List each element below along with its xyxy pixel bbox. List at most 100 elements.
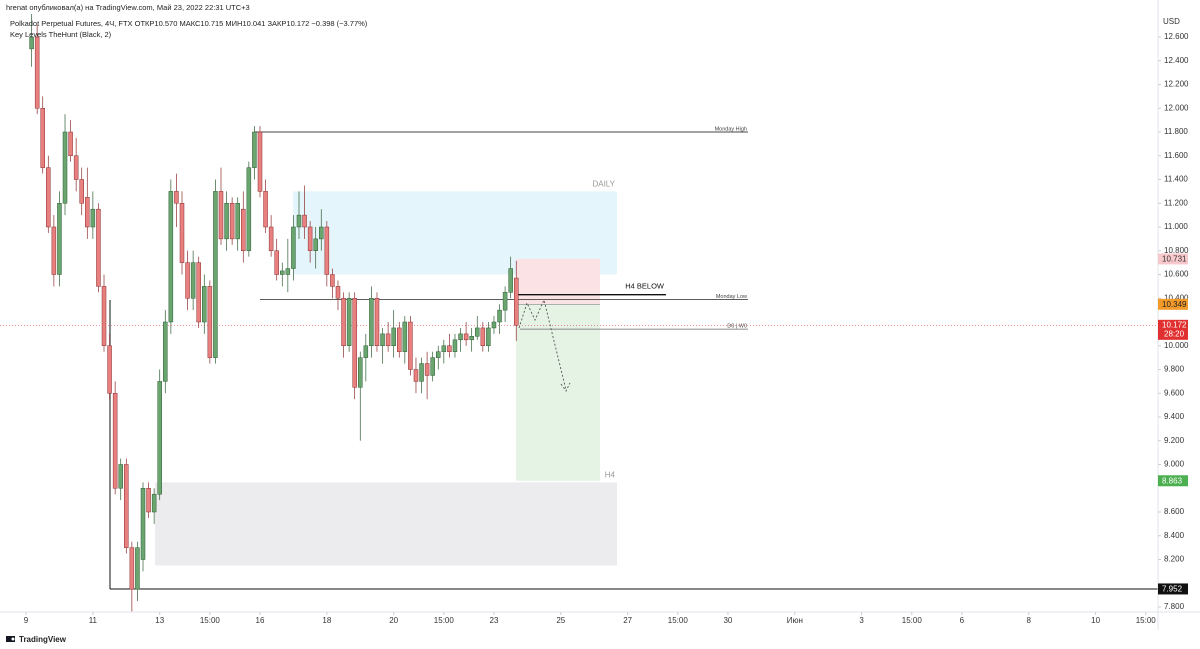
y-tick-label: 12.400 (1164, 56, 1189, 65)
candle-body (319, 226, 324, 240)
x-tick-label: 23 (490, 616, 499, 625)
x-tick-label: 16 (256, 616, 265, 625)
candle-body (257, 131, 263, 192)
level-label: H4 BELOW (625, 282, 665, 291)
candle-body (85, 197, 90, 228)
indicator: Key Levels TheHunt (Black, 2) (10, 30, 112, 39)
candle-body (502, 292, 508, 311)
y-tick-label: 11.000 (1164, 222, 1188, 231)
candle-body (51, 226, 57, 275)
candle-body (107, 345, 112, 394)
candle-body (179, 203, 185, 263)
candle-body (408, 321, 413, 370)
candle-body (124, 464, 129, 548)
projection-head (560, 382, 571, 392)
candle-body (157, 381, 162, 495)
candle-body (296, 214, 302, 228)
target-area (516, 304, 600, 481)
key-level-badge (1158, 583, 1188, 595)
candle-body (391, 327, 396, 346)
y-tick-label: 10.400 (1164, 293, 1189, 302)
x-tick-label: 13 (155, 616, 164, 625)
candle-body (73, 155, 79, 180)
candle-body (497, 309, 502, 323)
candle-body (280, 270, 285, 275)
candle-body (207, 286, 213, 358)
x-tick-label: 25 (556, 616, 565, 625)
projection-arrow (518, 298, 567, 391)
y-tick-label: 11.800 (1164, 127, 1188, 136)
candle-body (168, 191, 174, 323)
zone-label: DAILY (592, 179, 615, 188)
x-tick-label: Июн (787, 616, 803, 625)
candle-body (424, 363, 430, 376)
candle-body (235, 203, 240, 240)
candle-body (246, 167, 252, 251)
y-tick-label: 9.200 (1164, 436, 1185, 445)
x-tick-label: 20 (389, 616, 398, 625)
candle-body (330, 274, 335, 287)
y-tick-label: 10.000 (1164, 341, 1189, 350)
candle-body (40, 108, 45, 168)
candle-body (436, 351, 441, 358)
candle-body (346, 298, 352, 346)
candle-body (385, 333, 391, 346)
candle-body (46, 167, 51, 228)
candle-body (29, 36, 34, 50)
y-tick-label: 12.200 (1164, 80, 1189, 89)
x-tick-label: 10 (1091, 616, 1100, 625)
candle-body (419, 363, 424, 382)
candle-body (302, 214, 307, 228)
y-tick-label: 7.800 (1164, 602, 1185, 611)
brand-logo (6, 636, 15, 642)
candle-body (146, 488, 151, 513)
y-tick-label: 8.600 (1164, 507, 1185, 516)
candle-body (358, 357, 363, 388)
y-tick-label: 9.800 (1164, 365, 1185, 374)
y-tick-label: 9.600 (1164, 388, 1185, 397)
x-tick-label: 15:00 (1136, 616, 1157, 625)
stop-badge (1158, 253, 1188, 265)
candle-body (413, 369, 419, 382)
candle-body (213, 191, 218, 358)
y-tick-label: 9.000 (1164, 460, 1185, 469)
y-tick-label: 11.200 (1164, 198, 1188, 207)
candle-body (480, 327, 486, 346)
x-tick-label: 8 (1027, 616, 1032, 625)
candle-body (196, 262, 201, 323)
candle-body (218, 191, 224, 240)
candle-body (34, 36, 40, 109)
candle-body (369, 298, 374, 346)
candle-body (229, 203, 235, 240)
candle-body (491, 321, 497, 329)
stop-badge-label: 10.731 (1162, 255, 1187, 264)
candle-body (363, 345, 369, 358)
x-tick-label: 15:00 (668, 616, 689, 625)
candle-body (452, 339, 458, 352)
candle-body (474, 327, 480, 337)
candle-body (508, 268, 513, 293)
candle-body (202, 286, 207, 323)
target-badge (1158, 475, 1188, 487)
candle-body (374, 298, 380, 346)
level-label: Monday High (715, 126, 747, 132)
candle-body (174, 191, 179, 204)
candle-body (268, 226, 274, 251)
candle-body (224, 203, 229, 240)
x-tick-label: 18 (322, 616, 331, 625)
x-tick-label: 3 (859, 616, 864, 625)
x-tick-label: 30 (723, 616, 732, 625)
zone-label: H4 (605, 470, 616, 479)
candle-body (118, 464, 123, 489)
candle-body (57, 203, 62, 275)
candle-body (380, 333, 385, 346)
candle-body (96, 208, 101, 287)
candle-body (513, 277, 519, 326)
countdown: 28:20 (1164, 329, 1185, 338)
candle-body (397, 327, 402, 352)
candle-body (402, 321, 408, 352)
candle-body (324, 226, 330, 275)
candle-body (129, 547, 135, 590)
candle-body (274, 250, 279, 275)
candle-body (463, 333, 469, 341)
